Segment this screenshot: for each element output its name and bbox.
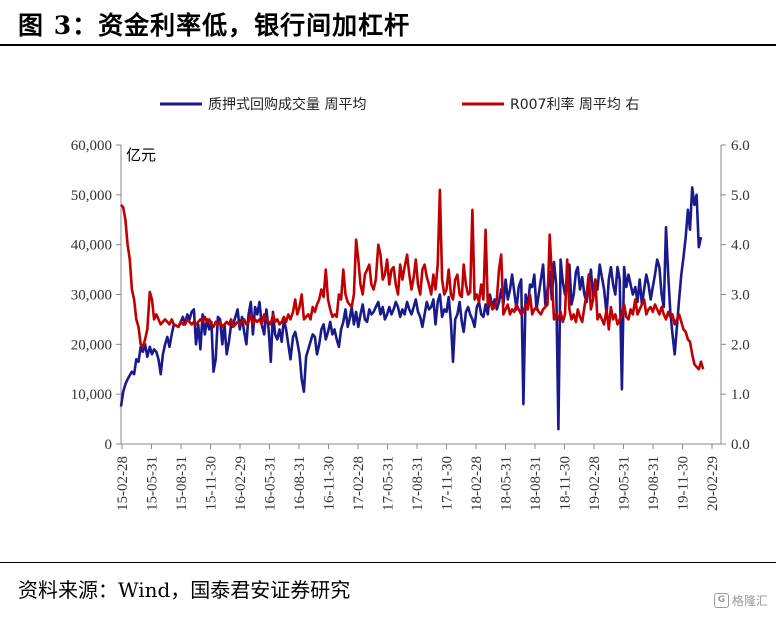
watermark-text: 格隆汇 [731, 594, 768, 608]
x-tick-label: 19-02-28 [587, 456, 603, 511]
x-tick-label: 18-11-30 [558, 456, 574, 510]
y-right-tick-label: 6.0 [731, 138, 750, 154]
y-left-tick-label: 30,000 [71, 288, 112, 304]
series-lines [119, 186, 705, 431]
x-tick-label: 15-08-31 [174, 456, 190, 511]
watermark: G 格隆汇 [713, 592, 768, 609]
y-left-tick-label: 10,000 [71, 387, 112, 403]
x-tick-label: 15-11-30 [204, 456, 220, 510]
source-note: 资料来源：Wind，国泰君安证券研究 [18, 578, 351, 602]
x-tick-label: 18-08-31 [528, 456, 544, 511]
bottom-rule [0, 562, 776, 563]
legend: 质押式回购成交量 周平均 R007利率 周平均 右 [160, 96, 639, 113]
y-right-tick-label: 3.0 [731, 288, 750, 304]
x-tick-label: 16-05-31 [263, 456, 279, 511]
x-tick-label: 17-05-31 [381, 456, 397, 511]
y-right-tick-label: 2.0 [731, 337, 750, 353]
x-tick-label: 17-02-28 [351, 456, 367, 511]
axes: 0 10,000 20,000 30,000 40,000 50,000 60,000 0.0… [71, 138, 750, 511]
y-right-tick-label: 1.0 [731, 387, 750, 403]
x-tick-label: 16-11-30 [322, 456, 338, 510]
watermark-logo-icon: G [713, 593, 729, 608]
y-right-tick-label: 4.0 [731, 238, 750, 254]
legend-label-rate: R007利率 周平均 右 [510, 96, 639, 113]
top-rule [0, 44, 776, 46]
x-tick-label: 19-11-30 [676, 456, 692, 510]
y-left-tick-label: 0 [105, 437, 113, 453]
y-left-unit-label: 亿元 [126, 146, 156, 164]
legend-label-volume: 质押式回购成交量 周平均 [208, 96, 366, 113]
y-left-tick-label: 20,000 [71, 337, 112, 353]
x-tick-label: 15-02-28 [115, 456, 131, 511]
x-tick-label: 16-02-29 [233, 456, 249, 511]
y-right-tick-label: 0.0 [731, 437, 750, 453]
x-tick-label: 17-08-31 [410, 456, 426, 511]
dual-axis-line-chart: 质押式回购成交量 周平均 R007利率 周平均 右 亿元 0 10,000 20,0… [71, 96, 750, 511]
x-tick-label: 18-05-31 [499, 456, 515, 511]
y-left-tick-label: 60,000 [71, 138, 112, 154]
y-right-tick-label: 5.0 [731, 188, 750, 204]
x-tick-label: 19-05-31 [617, 456, 633, 511]
x-tick-label: 17-11-30 [440, 456, 456, 510]
series-line-rate [120, 188, 705, 371]
y-left-tick-label: 50,000 [71, 188, 112, 204]
x-tick-label: 16-08-31 [292, 456, 308, 511]
y-left-tick-label: 40,000 [71, 238, 112, 254]
series-line-volume [119, 186, 703, 431]
figure-title: 图 3：资金利率低，银行间加杠杆 [18, 11, 411, 40]
x-tick-label: 15-05-31 [145, 456, 161, 511]
x-tick-label: 18-02-28 [469, 456, 485, 511]
x-tick-label: 19-08-31 [646, 456, 662, 511]
x-tick-label: 20-02-29 [705, 456, 721, 511]
